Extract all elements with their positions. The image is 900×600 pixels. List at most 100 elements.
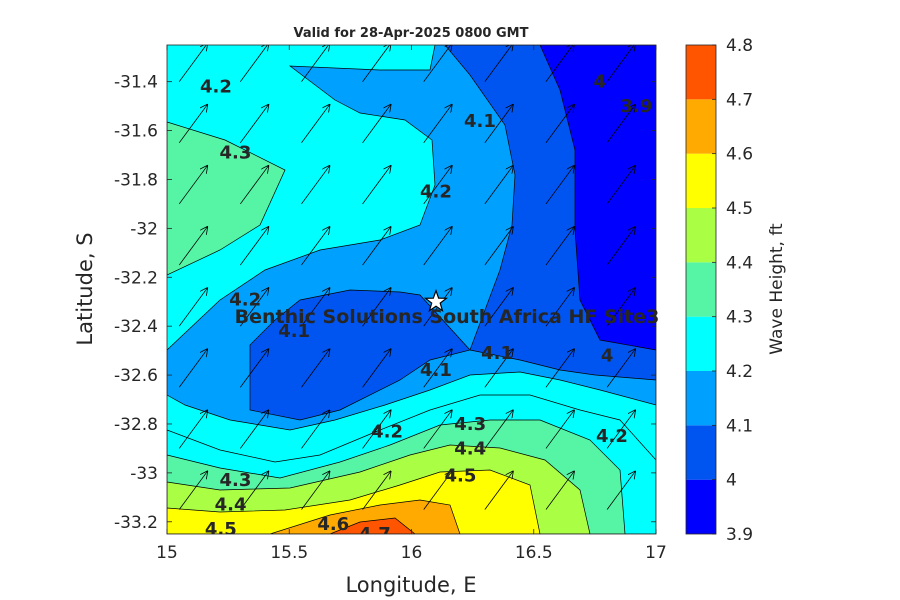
- contour-band-4-6: [269, 499, 461, 534]
- vector-arrow: [423, 349, 452, 388]
- vector-arrow: [362, 349, 391, 388]
- vector-arrow: [545, 227, 574, 266]
- vector-arrow: [301, 472, 329, 510]
- vector-arrow: [240, 410, 268, 449]
- colorbar-swatch: [686, 99, 716, 154]
- vector-arrow: [484, 472, 513, 510]
- contour-label: 4.2: [229, 289, 261, 310]
- vector-arrow: [423, 45, 452, 82]
- vector-arrow: [545, 105, 574, 144]
- vector-arrow: [301, 166, 329, 205]
- vector-arrow: [301, 410, 329, 449]
- contour-label: 4.2: [371, 421, 403, 442]
- vector-arrow: [484, 349, 513, 388]
- vector-arrow: [240, 472, 268, 510]
- vector-arrow: [362, 166, 391, 205]
- vector-arrow: [545, 166, 574, 205]
- x-axis-label: Longitude, E: [345, 573, 476, 597]
- vector-arrow: [301, 45, 329, 82]
- contour-label: 4.6: [317, 514, 349, 535]
- vector-arrow: [240, 288, 268, 327]
- colorbar-tick-label: 4.6: [726, 145, 753, 165]
- y-axis-ticks: -31.4 -31.6 -31.8 -32 -32.2 -32.4 -32.6 -32.8 -3…: [114, 73, 656, 533]
- vector-arrow: [423, 227, 452, 266]
- vector-arrow: [423, 410, 452, 449]
- colorbar-label: Wave Height, ft: [767, 223, 787, 355]
- contour-plot-area: 4.2 4.3 4.1 4.2 4 3.9 4.2 4.1 4.1 4.1 4 4.2 4.3 4.2 4.…: [167, 45, 656, 540]
- y-tick-label: -32.8: [114, 415, 158, 435]
- vector-arrow: [301, 105, 329, 144]
- vector-arrow: [240, 349, 268, 388]
- vector-arrow: [545, 472, 574, 510]
- vector-arrow: [362, 227, 391, 266]
- contour-label: 4.3: [454, 414, 486, 435]
- y-tick-label: -31.4: [114, 73, 158, 93]
- vector-arrow: [423, 472, 452, 510]
- colorbar-tick-label: 4: [726, 471, 737, 491]
- colorbar-frame: [685, 44, 717, 535]
- vector-arrow: [606, 166, 635, 205]
- vector-arrow: [484, 45, 513, 82]
- vector-arrow: [240, 166, 268, 205]
- colorbar-tick-label: 4.5: [726, 199, 753, 219]
- vector-arrow: [545, 410, 574, 449]
- x-axis-ticks: 15 15.5 16 16.5 17: [156, 45, 667, 563]
- site-label: Benthic Solutions South Africa HF Site3: [235, 306, 660, 328]
- colorbar-swatch: [686, 45, 716, 100]
- x-tick-label: 17: [645, 543, 667, 563]
- colorbar-tick-label: 4.8: [726, 36, 753, 56]
- vector-arrow: [606, 45, 635, 82]
- vector-arrow: [423, 166, 452, 205]
- vector-arrow: [606, 349, 635, 388]
- vector-arrow: [545, 349, 574, 388]
- colorbar-swatch: [686, 208, 716, 263]
- contour-label: 4.5: [444, 465, 476, 486]
- contour-band-3-9: [539, 45, 656, 351]
- site-star-icon: [423, 288, 449, 313]
- vector-arrow: [178, 227, 207, 266]
- vector-arrow: [178, 105, 207, 144]
- vector-arrow: [240, 227, 268, 266]
- vector-arrow: [362, 288, 391, 327]
- contour-label: 3.9: [620, 96, 652, 117]
- vector-arrow: [178, 349, 207, 388]
- contour-label: 4.1: [420, 360, 452, 381]
- vector-arrow: [178, 472, 207, 510]
- vector-arrow: [178, 288, 207, 327]
- x-tick-label: 16: [401, 543, 423, 563]
- colorbar-swatch: [686, 479, 716, 534]
- contour-label: 4.3: [220, 143, 252, 164]
- y-tick-label: -31.8: [114, 170, 158, 190]
- vector-arrow: [484, 166, 513, 205]
- vector-arrow: [301, 349, 329, 388]
- vector-arrow: [484, 227, 513, 266]
- vector-arrow: [362, 472, 391, 510]
- contour-label: 4.1: [464, 111, 496, 132]
- vector-arrow: [484, 105, 513, 144]
- contour-label: 4.2: [596, 426, 628, 447]
- x-tick-label: 15.5: [270, 543, 308, 563]
- contour-label: 4.1: [481, 343, 513, 364]
- current-vector-arrows: [178, 45, 635, 510]
- contour-label: 4.2: [420, 182, 452, 203]
- y-tick-label: -32.6: [114, 366, 158, 386]
- y-tick-label: -32.4: [114, 317, 158, 337]
- vector-arrow: [606, 410, 635, 449]
- x-tick-label: 15: [156, 543, 178, 563]
- vector-arrow: [484, 410, 513, 449]
- contour-label: 4.5: [205, 519, 237, 540]
- colorbar-tick-label: 4.2: [726, 362, 753, 382]
- vector-arrow: [301, 227, 329, 266]
- colorbar-swatch: [686, 371, 716, 426]
- colorbar-tick-label: 4.4: [726, 253, 753, 273]
- chart-title: Valid for 28-Apr-2025 0800 GMT: [294, 26, 529, 41]
- contour-band-4-0: [249, 45, 656, 421]
- contour-label: 4.2: [200, 77, 232, 98]
- vector-arrow: [178, 166, 207, 205]
- vector-arrow: [178, 45, 207, 82]
- vector-arrow: [362, 45, 391, 82]
- vector-arrow: [240, 45, 268, 82]
- colorbar-tick-label: 3.9: [726, 525, 753, 545]
- vector-arrow: [606, 227, 635, 266]
- vector-arrow: [545, 45, 574, 82]
